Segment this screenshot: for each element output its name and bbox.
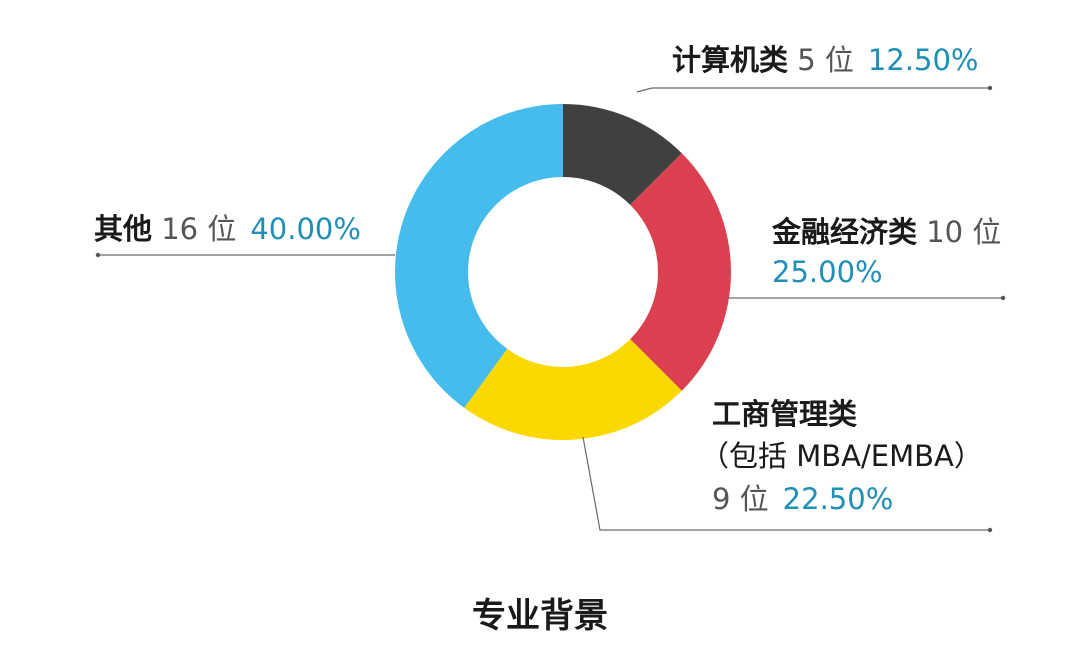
leader-dot-computer <box>987 85 993 91</box>
label-finance-count: 10 位 <box>926 215 1002 249</box>
label-business-name: 工商管理类 <box>712 397 858 431</box>
leader-line-business <box>582 436 990 531</box>
label-business-subtitle: （包括 MBA/EMBA） <box>700 439 983 473</box>
donut-slice-other <box>395 104 563 408</box>
chart-title: 专业背景 <box>472 596 608 636</box>
label-finance: 金融经济类 10 位 <box>772 214 1001 250</box>
label-computer: 计算机类 5 位 12.50% <box>672 42 978 78</box>
leader-line-computer <box>636 87 990 93</box>
label-other-name: 其他 <box>94 212 153 246</box>
donut-slice-computer <box>563 104 682 205</box>
label-finance-percent-row: 25.00% <box>772 254 883 290</box>
label-other: 其他 16 位 40.00% <box>94 211 361 247</box>
label-business: 工商管理类 <box>712 396 857 432</box>
label-business-count: 9 位 <box>712 482 769 516</box>
donut-slice-finance <box>630 153 731 391</box>
donut-slice-business <box>464 339 682 440</box>
leader-dot-business <box>987 527 993 533</box>
label-computer-count: 5 位 <box>797 43 854 77</box>
label-finance-percent: 25.00% <box>772 255 883 289</box>
label-finance-name: 金融经济类 <box>772 215 918 249</box>
label-other-percent: 40.00% <box>250 212 361 246</box>
label-business-line2-row: （包括 MBA/EMBA） <box>700 438 983 474</box>
label-other-count: 16 位 <box>161 212 237 246</box>
leader-dot-other <box>95 252 101 258</box>
leader-dot-finance <box>1000 295 1006 301</box>
label-computer-percent: 12.50% <box>867 43 979 77</box>
label-computer-name: 计算机类 <box>672 43 789 77</box>
label-business-value-row: 9 位 22.50% <box>712 481 893 517</box>
label-business-percent: 22.50% <box>782 482 894 516</box>
